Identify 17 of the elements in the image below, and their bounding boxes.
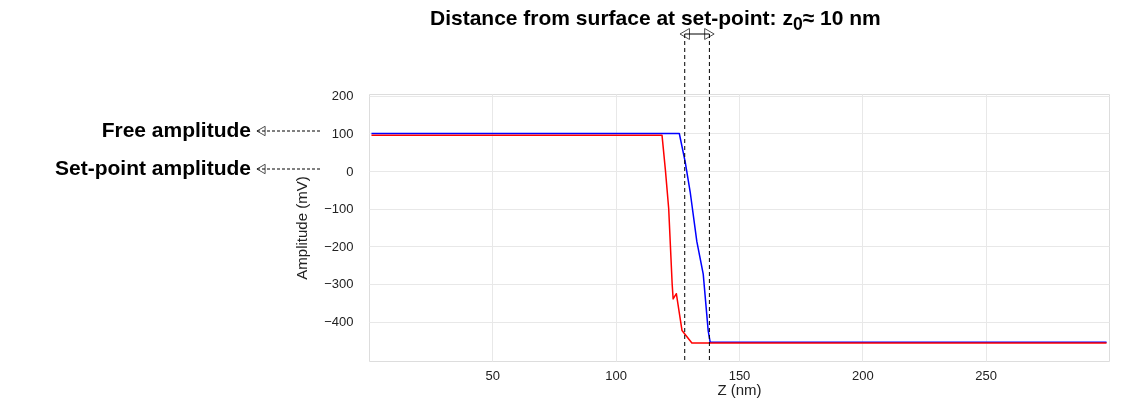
y-tick-label: 100 <box>331 125 354 141</box>
x-tick-label: 200 <box>851 367 874 383</box>
y-tick-label: 200 <box>331 88 354 104</box>
text: Set-point amplitude <box>55 156 251 179</box>
x-tick-label: 250 <box>975 367 998 383</box>
y-axis-title: Amplitude (mV) <box>293 176 311 280</box>
x-axis-title: Z (nm) <box>717 380 762 398</box>
y-tick-label: −300 <box>324 276 354 292</box>
x-tick-label: 150 <box>728 367 751 383</box>
text: Free amplitude <box>101 118 251 141</box>
y-tick-label: 0 <box>346 163 354 179</box>
x-tick-label: 100 <box>605 367 628 383</box>
y-tick-label: −400 <box>324 314 354 330</box>
y-tick-label: −200 <box>324 238 354 254</box>
y-tick-label: −100 <box>324 201 354 217</box>
chart-title: Distance from surface at set-point: z$_{0}$≈ 10 nm <box>430 6 881 36</box>
x-tick-label: 50 <box>485 367 501 383</box>
